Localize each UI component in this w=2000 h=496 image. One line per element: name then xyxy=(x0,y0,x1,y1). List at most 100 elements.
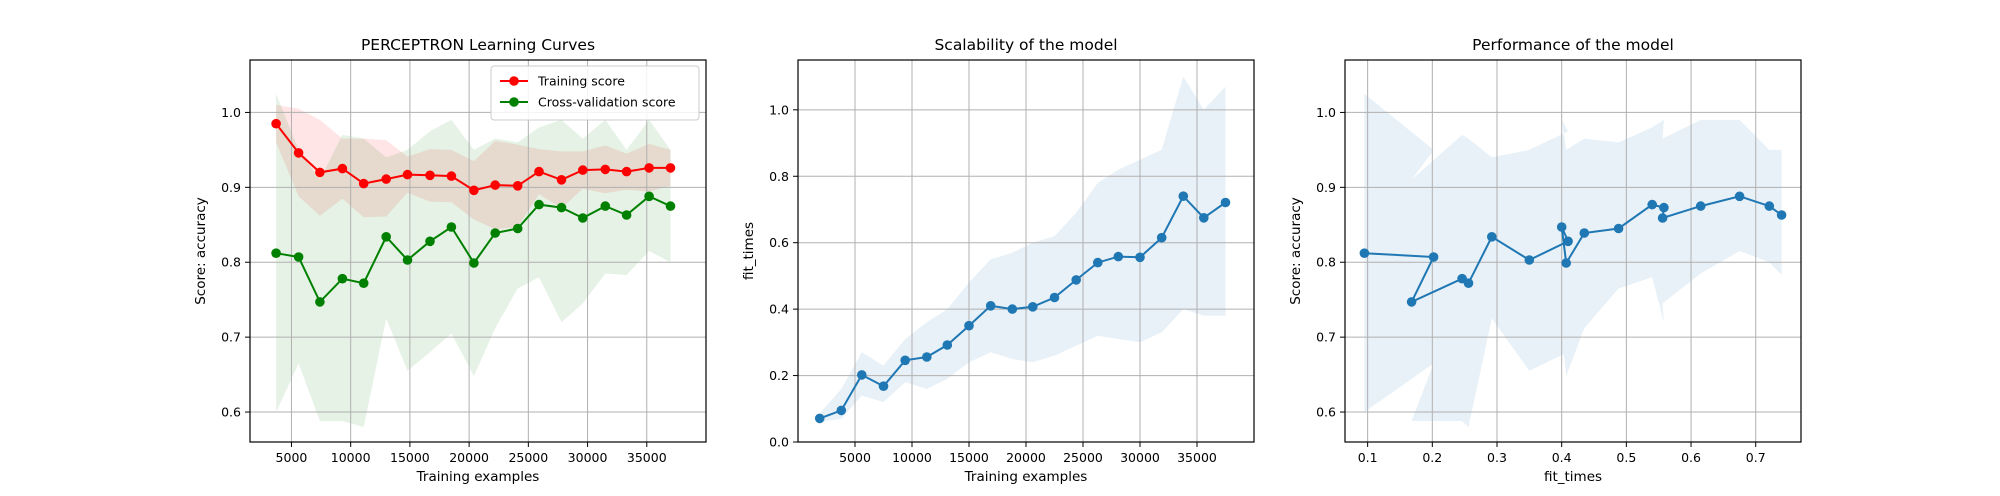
data-point xyxy=(922,352,932,362)
y-tick-label: 0.8 xyxy=(221,255,241,270)
x-tick-label: 0.5 xyxy=(1616,450,1636,465)
data-point xyxy=(1178,191,1189,201)
data-point xyxy=(1428,252,1439,262)
x-tick-label: 25000 xyxy=(1063,450,1103,465)
y-axis-label: Score: accuracy xyxy=(193,197,209,305)
chart-title: Scalability of the model xyxy=(934,36,1117,54)
data-point xyxy=(621,166,632,177)
chart-panel-2: 0.1 0.2 0.3 0.4 0.5 0.6 0.7 0.6 0.7 0.8 0.9 1.0 Perf… xyxy=(1288,36,1802,485)
x-tick-label: 0.1 xyxy=(1358,450,1378,465)
data-point xyxy=(402,169,413,180)
y-tick-label: 0.4 xyxy=(769,302,789,317)
data-point xyxy=(1659,202,1669,213)
data-point xyxy=(578,213,588,223)
data-point xyxy=(942,340,953,350)
y-tick-label: 0.6 xyxy=(221,405,241,420)
data-point xyxy=(1524,255,1535,265)
data-point xyxy=(621,210,632,220)
x-tick-label: 20000 xyxy=(449,450,489,465)
data-point xyxy=(556,175,567,185)
y-tick-label: 0.8 xyxy=(1316,255,1336,270)
data-point xyxy=(293,252,304,262)
band-0-0 xyxy=(276,104,671,230)
legend: Training score Cross-validation score xyxy=(490,65,700,121)
data-point xyxy=(425,170,435,181)
data-point xyxy=(600,164,611,175)
y-tick-label: 0.6 xyxy=(769,235,789,250)
data-point xyxy=(358,178,369,189)
data-point xyxy=(878,381,889,392)
x-tick-label: 10000 xyxy=(892,450,932,465)
chart-panel-0: 5000 10000 15000 20000 25000 30000 35000 0.6 0.7… xyxy=(193,36,707,485)
data-point xyxy=(315,167,325,178)
data-point xyxy=(381,232,392,242)
data-point xyxy=(857,370,867,380)
x-tick-label: 5000 xyxy=(276,450,308,465)
y-tick-label: 0.9 xyxy=(1316,180,1336,195)
x-axis-label: Training examples xyxy=(416,469,540,485)
x-tick-label: 30000 xyxy=(568,450,608,465)
chart-title: PERCEPTRON Learning Curves xyxy=(361,36,595,54)
data-point xyxy=(315,297,325,307)
data-point xyxy=(1764,201,1775,211)
x-tick-label: 5000 xyxy=(839,450,871,465)
x-tick-label: 0.6 xyxy=(1681,450,1701,465)
legend-box xyxy=(490,65,700,121)
data-point xyxy=(665,163,676,173)
data-point xyxy=(1093,257,1103,268)
data-point xyxy=(1113,251,1124,262)
data-point xyxy=(534,166,544,177)
y-tick-label: 0.8 xyxy=(769,169,789,184)
x-tick-label: 10000 xyxy=(331,450,371,465)
chart-title: Performance of the model xyxy=(1472,36,1674,54)
legend-marker xyxy=(509,97,519,107)
data-point xyxy=(512,181,523,191)
y-tick-label: 1.0 xyxy=(769,102,789,117)
x-axis-label: fit_times xyxy=(1544,469,1602,485)
data-point xyxy=(900,355,910,366)
data-point xyxy=(1220,197,1231,208)
data-point xyxy=(556,202,567,213)
data-point xyxy=(446,222,457,232)
x-tick-label: 20000 xyxy=(1006,450,1046,465)
x-tick-label: 30000 xyxy=(1120,450,1160,465)
data-point xyxy=(644,191,654,202)
data-point xyxy=(836,405,847,416)
series-line-1-0 xyxy=(819,194,1227,420)
data-point xyxy=(964,320,974,331)
data-point xyxy=(1647,199,1657,210)
y-tick-label: 1.0 xyxy=(221,105,241,120)
data-point xyxy=(425,236,435,247)
data-point xyxy=(490,180,501,190)
y-tick-label: 0.0 xyxy=(769,435,789,450)
axes-frame xyxy=(249,59,707,443)
data-point xyxy=(1776,210,1787,220)
data-point xyxy=(469,185,479,196)
data-point xyxy=(1657,213,1668,223)
data-point xyxy=(1487,232,1497,242)
data-point xyxy=(1071,275,1081,285)
data-point xyxy=(1579,228,1590,238)
y-tick-label: 1.0 xyxy=(1316,105,1336,120)
data-point xyxy=(1695,201,1706,211)
x-tick-label: 15000 xyxy=(390,450,430,465)
data-point xyxy=(534,199,544,210)
y-tick-label: 0.7 xyxy=(1316,330,1336,345)
x-tick-label: 25000 xyxy=(508,450,548,465)
y-axis-label: fit_times xyxy=(741,222,757,280)
data-point xyxy=(271,248,281,258)
data-point xyxy=(1135,252,1145,263)
y-axis-label: Score: accuracy xyxy=(1288,197,1304,305)
data-point xyxy=(1563,236,1573,247)
y-tick-label: 0.2 xyxy=(769,368,789,383)
data-point xyxy=(490,228,501,238)
data-point xyxy=(1007,304,1018,314)
data-point xyxy=(402,255,413,265)
y-tick-label: 0.6 xyxy=(1316,405,1336,420)
data-point xyxy=(293,148,304,158)
x-tick-label: 0.3 xyxy=(1487,450,1507,465)
x-tick-label: 35000 xyxy=(1177,450,1217,465)
data-point xyxy=(1028,302,1038,312)
data-point xyxy=(1556,222,1567,232)
